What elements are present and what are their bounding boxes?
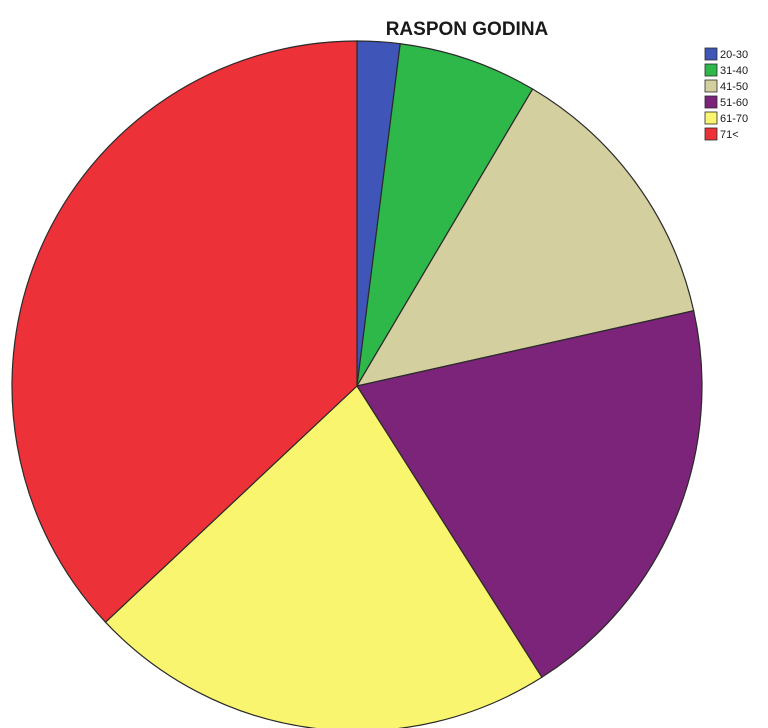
pie-slice-41-50 [355, 88, 695, 387]
pie-slices [11, 40, 703, 728]
pie-slice-61-70 [104, 385, 543, 728]
legend-label: 41-50 [720, 81, 748, 93]
legend-label: 51-60 [720, 97, 748, 109]
pie-slice-71 [11, 40, 358, 624]
legend-label: 20-30 [720, 49, 748, 61]
legend-swatch [704, 127, 718, 141]
pie-slice-51-60 [356, 310, 703, 679]
legend-label: 61-70 [720, 113, 748, 125]
pie-slice-31-40 [356, 43, 534, 387]
legend-label: 31-40 [720, 65, 748, 77]
legend-swatch [704, 95, 718, 109]
legend-swatch [704, 47, 718, 61]
legend-swatch [704, 63, 718, 77]
legend-swatch [704, 79, 718, 93]
legend: 20-30 31-40 41-50 51-60 61-70 71< [704, 47, 748, 141]
chart-title: RASPON GODINA [386, 19, 549, 40]
legend-swatch [704, 111, 718, 125]
legend-label: 71< [720, 129, 739, 141]
